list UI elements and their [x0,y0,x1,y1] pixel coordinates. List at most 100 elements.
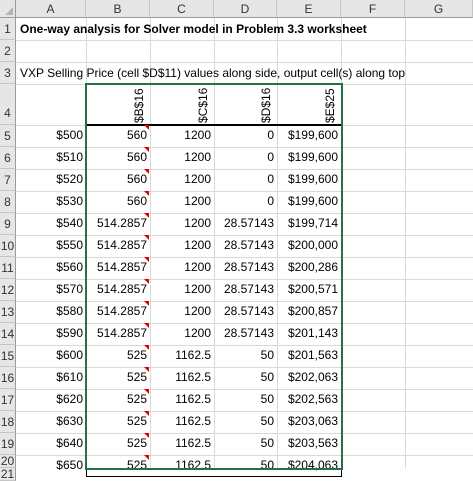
output-value-cell[interactable]: $199,714 [287,216,338,230]
input-value-cell[interactable]: $510 [56,150,83,164]
output-value-cell[interactable]: 514.2857 [96,282,147,296]
output-value-cell[interactable]: $199,600 [287,172,338,186]
output-value-cell[interactable]: 1200 [184,172,211,186]
output-value-cell[interactable]: 50 [260,436,274,450]
input-value-cell[interactable]: $620 [56,392,83,406]
row-header-20[interactable]: 20 [0,454,16,468]
output-value-cell[interactable]: $202,563 [287,392,338,406]
output-value-cell[interactable]: 1162.5 [175,436,211,450]
row-header-18[interactable]: 18 [0,411,16,433]
output-value-cell[interactable]: $199,600 [287,128,338,142]
input-value-cell[interactable]: $600 [56,348,83,362]
row-header-10[interactable]: 10 [0,235,16,257]
output-value-cell[interactable]: 525 [126,436,147,450]
output-value-cell[interactable]: 525 [126,348,147,362]
output-value-cell[interactable]: 50 [260,348,274,362]
input-value-cell[interactable]: $540 [56,216,83,230]
output-value-cell[interactable]: 1200 [184,194,211,208]
row-header-7[interactable]: 7 [0,169,16,191]
row-header-17[interactable]: 17 [0,389,16,411]
row-header-8[interactable]: 8 [0,191,16,213]
row-header-16[interactable]: 16 [0,367,16,389]
input-value-cell[interactable]: $630 [56,414,83,428]
output-value-cell[interactable]: 1200 [184,282,211,296]
output-value-cell[interactable]: 560 [126,172,147,186]
output-value-cell[interactable]: $203,063 [287,414,338,428]
output-value-cell[interactable]: 28.57143 [223,282,274,296]
output-value-cell[interactable]: 1162.5 [175,392,211,406]
row-header-5[interactable]: 5 [0,125,16,147]
output-value-cell[interactable]: 525 [126,370,147,384]
row-header-13[interactable]: 13 [0,301,16,323]
input-value-cell[interactable]: $520 [56,172,83,186]
column-header-g[interactable]: G [405,0,473,18]
column-header-a[interactable]: A [16,0,86,18]
column-header-e[interactable]: E [277,0,341,18]
output-value-cell[interactable]: 1200 [184,304,211,318]
output-value-cell[interactable]: $202,063 [287,370,338,384]
select-all-corner[interactable] [0,0,16,18]
output-value-cell[interactable]: 560 [126,194,147,208]
output-value-cell[interactable]: $199,600 [287,150,338,164]
column-header-d[interactable]: D [214,0,277,18]
row-header-19[interactable]: 19 [0,433,16,455]
input-value-cell[interactable]: $650 [56,458,83,472]
input-value-cell[interactable]: $500 [56,128,83,142]
output-value-cell[interactable]: 1200 [184,216,211,230]
row-header-6[interactable]: 6 [0,147,16,169]
output-value-cell[interactable]: $200,000 [287,238,338,252]
output-value-cell[interactable]: $203,563 [287,436,338,450]
output-value-cell[interactable]: 525 [126,392,147,406]
output-value-cell[interactable]: 1200 [184,260,211,274]
row-header-11[interactable]: 11 [0,257,16,279]
output-value-cell[interactable]: $200,857 [287,304,338,318]
column-header-b[interactable]: B [86,0,150,18]
output-value-cell[interactable]: 514.2857 [96,238,147,252]
sheet-title[interactable]: One-way analysis for Solver model in Pro… [20,22,367,36]
output-value-cell[interactable]: 28.57143 [223,304,274,318]
input-value-cell[interactable]: $580 [56,304,83,318]
input-value-cell[interactable]: $560 [56,260,83,274]
output-value-cell[interactable]: 0 [267,150,274,164]
input-value-cell[interactable]: $550 [56,238,83,252]
output-value-cell[interactable]: $201,143 [287,326,338,340]
row-header-14[interactable]: 14 [0,323,16,345]
output-value-cell[interactable]: 0 [267,128,274,142]
output-value-cell[interactable]: 1200 [184,238,211,252]
row-header-9[interactable]: 9 [0,213,16,235]
row-header-12[interactable]: 12 [0,279,16,301]
output-value-cell[interactable]: 1200 [184,150,211,164]
column-header-c[interactable]: C [150,0,214,18]
input-value-cell[interactable]: $590 [56,326,83,340]
output-value-cell[interactable]: 1200 [184,326,211,340]
row-header-3[interactable]: 3 [0,62,16,84]
output-value-cell[interactable]: 560 [126,128,147,142]
output-value-cell[interactable]: 1162.5 [175,370,211,384]
output-value-cell[interactable]: 28.57143 [223,326,274,340]
output-value-cell[interactable]: 525 [126,414,147,428]
input-value-cell[interactable]: $640 [56,436,83,450]
output-value-cell[interactable]: 0 [267,194,274,208]
row-header-15[interactable]: 15 [0,345,16,367]
output-value-cell[interactable]: 560 [126,150,147,164]
row-header-4[interactable]: 4 [0,84,16,125]
output-value-cell[interactable]: 1162.5 [175,414,211,428]
output-value-cell[interactable]: 514.2857 [96,326,147,340]
output-value-cell[interactable]: 514.2857 [96,260,147,274]
input-value-cell[interactable]: $570 [56,282,83,296]
output-value-cell[interactable]: 28.57143 [223,238,274,252]
output-value-cell[interactable]: 1200 [184,128,211,142]
output-value-cell[interactable]: 50 [260,392,274,406]
output-value-cell[interactable]: 50 [260,370,274,384]
table-description[interactable]: VXP Selling Price (cell $D$11) values al… [20,66,406,80]
output-value-cell[interactable]: $201,563 [287,348,338,362]
output-value-cell[interactable]: 514.2857 [96,304,147,318]
input-value-cell[interactable]: $610 [56,370,83,384]
row-header-21[interactable]: 21 [0,467,16,481]
output-value-cell[interactable]: 28.57143 [223,260,274,274]
output-value-cell[interactable]: $200,286 [287,260,338,274]
output-value-cell[interactable]: 28.57143 [223,216,274,230]
output-value-cell[interactable]: $200,571 [287,282,338,296]
row-header-1[interactable]: 1 [0,18,16,40]
